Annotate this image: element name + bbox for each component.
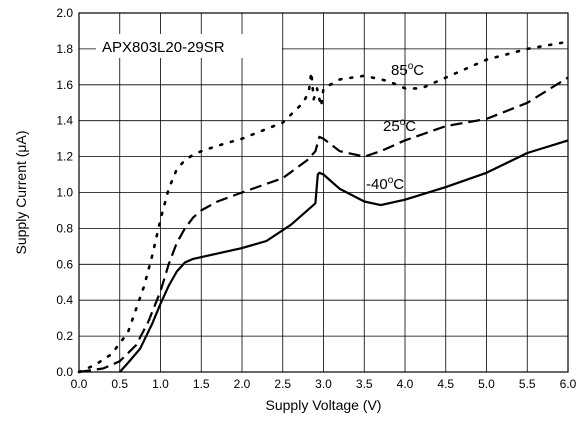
- x-tick-label: 0.0: [71, 377, 88, 391]
- label-85c: 85oC: [391, 61, 424, 79]
- label-minus40c-value: -40: [366, 176, 388, 193]
- grid: [78, 12, 569, 373]
- x-tick-label: 0.5: [111, 377, 128, 391]
- label-25c: 25oC: [383, 117, 416, 135]
- y-tick-label: 0.8: [56, 221, 73, 235]
- y-tick-label: 1.8: [56, 42, 73, 56]
- y-tick-label: 1.4: [56, 114, 73, 128]
- y-tick-label: 0.4: [56, 293, 73, 307]
- y-tick-label: 1.0: [56, 186, 73, 200]
- y-tick-label: 0.2: [56, 329, 73, 343]
- label-85c-unit: C: [413, 62, 424, 79]
- label-minus40c-unit: C: [393, 176, 404, 193]
- x-tick-label: 3.0: [315, 377, 332, 391]
- x-tick-label: 2.5: [274, 377, 291, 391]
- x-tick-label: 2.0: [234, 377, 251, 391]
- plot-frame: [78, 12, 569, 373]
- label-25c-value: 25: [383, 118, 400, 135]
- part-label-bg: [96, 34, 282, 58]
- series-lines: [77, 40, 570, 374]
- x-tick-label: 5.5: [519, 377, 536, 391]
- y-tick-label: 0.0: [56, 365, 73, 379]
- label-minus40c-degree: o: [388, 175, 394, 186]
- y-tick-labels: 0.0 0.2 0.4 0.6 0.8 1.0 1.2 1.4 1.6 1.8 2.0: [56, 6, 73, 379]
- x-axis-label: Supply Voltage (V): [266, 397, 382, 413]
- y-tick-label: 0.6: [56, 257, 73, 271]
- x-tick-label: 5.0: [478, 377, 495, 391]
- label-85c-value: 85: [391, 62, 408, 79]
- series-25c-line: [78, 76, 569, 374]
- y-tick-label: 1.2: [56, 150, 73, 164]
- series-85c-line: [77, 40, 570, 374]
- x-tick-label: 3.5: [356, 377, 373, 391]
- y-tick-label: 2.0: [56, 6, 73, 20]
- label-85c-degree: o: [408, 61, 414, 72]
- series-minus40c-line: [118, 139, 569, 373]
- y-tick-label: 1.6: [56, 78, 73, 92]
- label-minus40c: -40oC: [366, 175, 404, 193]
- part-number-label: APX803L20-29SR: [102, 39, 225, 56]
- x-tick-label: 1.0: [152, 377, 169, 391]
- label-25c-degree: o: [400, 117, 406, 128]
- x-tick-label: 1.5: [193, 377, 210, 391]
- x-tick-label: 4.5: [437, 377, 454, 391]
- x-tick-label: 6.0: [560, 377, 577, 391]
- label-25c-unit: C: [405, 118, 416, 135]
- x-tick-labels: 0.0 0.5 1.0 1.5 2.0 2.5 3.0 3.5 4.0 4.5 5.0 5.5 6.0: [71, 377, 577, 391]
- y-axis-label: Supply Current (μA): [13, 131, 29, 255]
- x-tick-label: 4.0: [397, 377, 414, 391]
